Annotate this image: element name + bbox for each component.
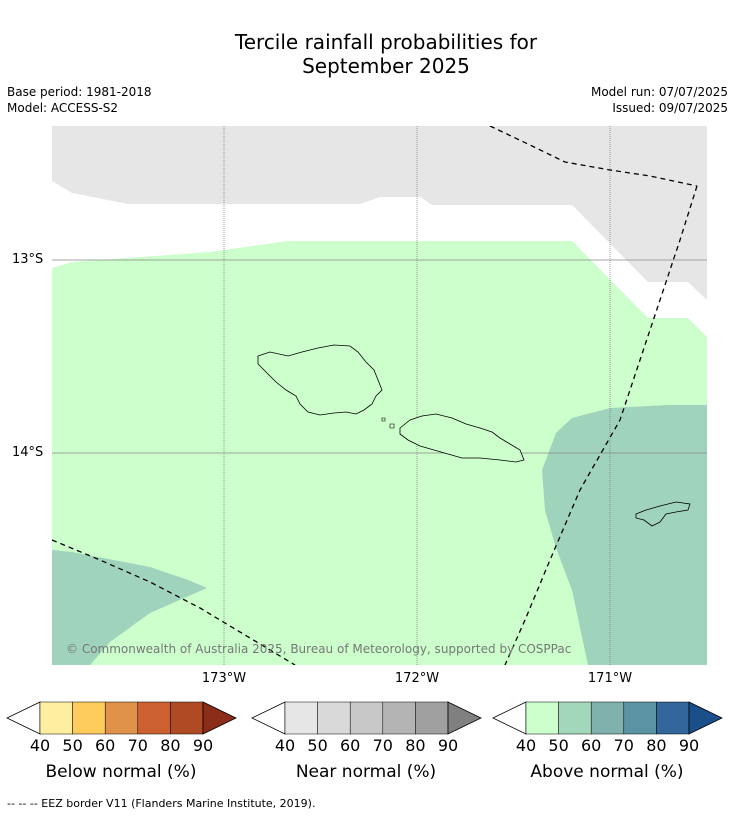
colorbar-tick-label: 90 (192, 736, 214, 755)
colorbar-tick-label: 40 (515, 736, 537, 755)
colorbar-tick-label: 90 (437, 736, 459, 755)
issued-date: Issued: 09/07/2025 (612, 101, 728, 115)
colorbar-extend-low (492, 701, 527, 735)
near-normal-region (52, 126, 707, 300)
colorbar-segment (284, 701, 318, 735)
colorbar-tick-label: 80 (646, 736, 667, 755)
colorbar-title: Above normal (%) (530, 762, 684, 782)
colorbar-segment (317, 701, 351, 735)
apolima-islet (389, 423, 395, 429)
colorbar-segment (137, 701, 171, 735)
eez-footnote: -- -- -- EEZ border V11 (Flanders Marine… (7, 797, 316, 810)
tutuila-island (635, 501, 691, 527)
meta-right: Model run: 07/07/2025 Issued: 09/07/2025 (591, 84, 728, 116)
colorbar-segment (39, 701, 73, 735)
colorbar-tick-label: 60 (95, 736, 116, 755)
colorbar-tick-label: 60 (581, 736, 602, 755)
colorbar-tick-label: 40 (274, 736, 296, 755)
colorbar-title: Near normal (%) (295, 762, 437, 782)
colorbar-segment (382, 701, 416, 735)
copyright-text: © Commonwealth of Australia 2025, Bureau… (66, 642, 572, 656)
colorbar-segment (525, 701, 559, 735)
colorbar-tick-label: 50 (62, 736, 83, 755)
lon-label-171w: 171°W (587, 671, 633, 686)
eez-border-east (504, 185, 698, 665)
colorbar-extend-high (202, 701, 237, 735)
model-name: Model: ACCESS-S2 (7, 101, 119, 115)
colorbar-above-normal (492, 701, 723, 735)
colorbar-tick-label: 40 (29, 736, 51, 755)
colorbar-extend-high (447, 701, 482, 735)
colorbar-segment (104, 701, 139, 735)
colorbar-segment (558, 701, 592, 735)
colorbar-segment (349, 701, 384, 735)
base-period: Base period: 1981-2018 (7, 85, 152, 99)
above-normal-region-50-60-east (542, 405, 707, 665)
colorbar-title: Below normal (%) (45, 762, 197, 782)
colorbar-segment (415, 701, 449, 735)
colorbar-segment (170, 701, 204, 735)
colorbar-extend-low (6, 701, 41, 735)
colorbar-tick-label: 80 (160, 736, 181, 755)
savaii-island (257, 344, 383, 416)
eez-border-north (489, 126, 698, 187)
chart-title: Tercile rainfall probabilities for Septe… (0, 30, 736, 78)
colorbar-tick-label: 80 (405, 736, 426, 755)
above-normal-region-50-60-southwest (52, 550, 207, 665)
colorbar-segment (623, 701, 657, 735)
colorbar-tick-label: 70 (372, 736, 393, 755)
colorbar-extend-low (251, 701, 286, 735)
title-line-2: September 2025 (302, 54, 470, 78)
lat-label-13s: 13°S (12, 252, 44, 267)
colorbar-tick-label: 70 (613, 736, 634, 755)
colorbar-segment (656, 701, 690, 735)
colorbar-near-normal (251, 701, 482, 735)
model-run: Model run: 07/07/2025 (590, 85, 728, 99)
colorbars (6, 701, 723, 735)
colorbar-tick-label: 50 (307, 736, 328, 755)
manono-islet (381, 417, 386, 422)
colorbar-tick-label: 60 (340, 736, 361, 755)
lon-label-172w: 172°W (394, 671, 440, 686)
title-line-1: Tercile rainfall probabilities for (234, 30, 538, 54)
lat-label-14s: 14°S (12, 445, 44, 460)
colorbar-segment (590, 701, 625, 735)
colorbar-segment (72, 701, 106, 735)
colorbar-below-normal (6, 701, 237, 735)
colorbar-tick-label: 90 (678, 736, 700, 755)
colorbar-tick-label: 70 (127, 736, 148, 755)
upolu-island (399, 413, 525, 463)
lon-label-173w: 173°W (201, 671, 247, 686)
colorbar-extend-high (688, 701, 723, 735)
colorbar-tick-label: 50 (548, 736, 569, 755)
meta-left: Base period: 1981-2018 Model: ACCESS-S2 (7, 84, 152, 116)
